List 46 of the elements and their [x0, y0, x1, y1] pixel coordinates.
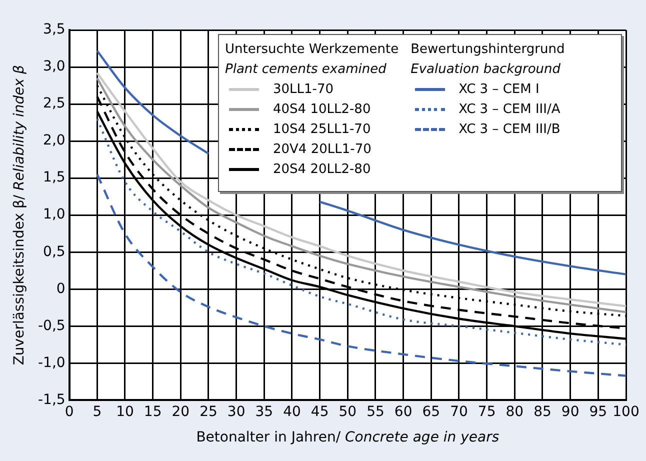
- x-tick-label: 80: [506, 404, 524, 420]
- annotation: Bewertungshintergrund: [410, 40, 565, 58]
- x-axis-title: Betonalter in Jahren/ Concrete age in years: [196, 430, 500, 446]
- x-tick-label: 40: [283, 404, 301, 420]
- legend-label: 20V4 20LL1-70: [273, 142, 372, 156]
- x-tick-label: 15: [144, 404, 162, 420]
- x-tick-label: 25: [200, 404, 218, 420]
- annotation: Evaluation background: [410, 60, 562, 78]
- legend-label: XC 3 – CEM III/B: [458, 122, 560, 136]
- legend-label: 40S4 10LL2-80: [273, 102, 371, 116]
- legend-label: XC 3 – CEM III/A: [458, 102, 560, 116]
- x-tick-label: 50: [338, 404, 357, 420]
- y-tick-label: 2,5: [43, 96, 66, 112]
- x-tick-label: 70: [450, 404, 468, 420]
- y-tick-label: 2,0: [43, 132, 66, 149]
- legend-label: XC 3 – CEM I: [458, 82, 540, 96]
- x-tick-label: 90: [561, 404, 580, 420]
- x-tick-label: 60: [394, 404, 412, 420]
- annotation: Untersuchte Werkzemente: [225, 40, 399, 58]
- y-tick-label: 0: [56, 280, 66, 297]
- x-tick-label: 55: [366, 404, 384, 420]
- x-tick-label: 85: [534, 404, 552, 420]
- legend-label: 20S4 20LL2-80: [273, 162, 371, 176]
- x-tick-label: 95: [589, 404, 608, 420]
- x-tick-label: 65: [422, 404, 440, 420]
- x-tick-label: 30: [227, 404, 246, 420]
- y-tick-label: 0,5: [43, 244, 66, 260]
- x-tick-label: 5: [92, 404, 102, 420]
- annotation: Plant cements examined: [225, 60, 388, 78]
- y-tick-label: -1,0: [38, 354, 66, 371]
- x-tick-label: 20: [172, 404, 190, 420]
- y-axis-title: Zuverlässigkeitsindex β/ Reliability index β: [12, 64, 28, 366]
- legend-label: 30LL1-70: [273, 82, 334, 96]
- x-tick-label: 100: [612, 404, 640, 420]
- x-tick-label: 35: [255, 404, 274, 420]
- line-series: [96, 173, 626, 377]
- y-tick-label: -0,5: [38, 318, 66, 334]
- x-tick-label: 10: [116, 404, 134, 420]
- y-tick-label: -1,5: [38, 392, 66, 408]
- y-tick-label: 3,5: [43, 22, 66, 38]
- y-tick-label: 1,5: [43, 170, 66, 186]
- legend-label: 10S4 25LL1-70: [273, 122, 371, 136]
- y-tick-label: 3,0: [43, 58, 66, 75]
- y-tick-label: 1,0: [43, 206, 66, 223]
- x-tick-label: 45: [310, 404, 329, 420]
- x-tick-label: 75: [478, 404, 496, 420]
